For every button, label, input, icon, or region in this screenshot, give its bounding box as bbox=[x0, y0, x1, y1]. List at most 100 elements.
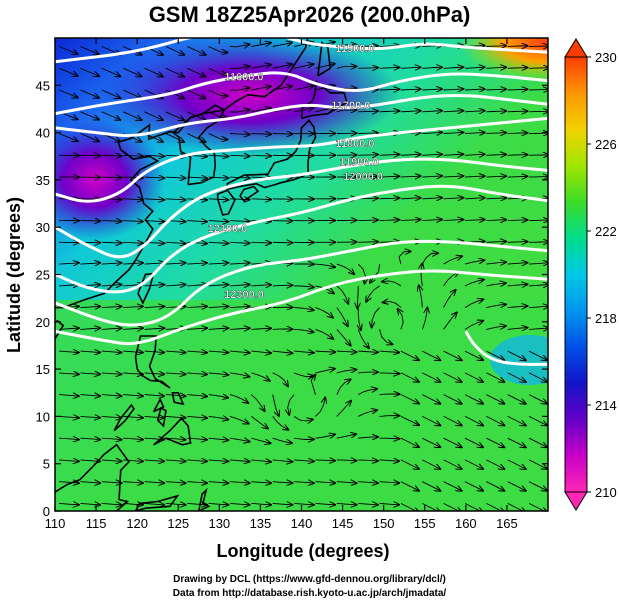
y-axis-label: Latitude (degrees) bbox=[4, 197, 24, 353]
wind-arrow bbox=[101, 373, 122, 374]
wind-arrow bbox=[464, 220, 485, 221]
wind-arrow bbox=[144, 438, 165, 439]
wind-arrow bbox=[165, 351, 186, 352]
y-tick-label: 10 bbox=[36, 409, 50, 424]
y-tick-label: 0 bbox=[43, 504, 50, 519]
wind-arrow bbox=[165, 373, 186, 374]
wind-arrow bbox=[187, 89, 205, 99]
contour-label: 11700.0 bbox=[331, 100, 370, 112]
height-contour bbox=[55, 269, 548, 346]
wind-arrow bbox=[379, 416, 400, 417]
wind-arrow bbox=[379, 460, 400, 461]
wind-arrow bbox=[272, 285, 293, 286]
wind-arrow bbox=[123, 395, 143, 397]
wind-arrow bbox=[379, 154, 400, 155]
wind-arrow bbox=[59, 395, 79, 397]
wind-arrow bbox=[464, 89, 485, 90]
wind-arrow bbox=[422, 132, 442, 133]
wind-arrow bbox=[507, 242, 528, 243]
wind-arrow bbox=[422, 67, 442, 68]
wind-arrow bbox=[486, 176, 506, 177]
wind-arrow bbox=[464, 260, 484, 265]
wind-arrow bbox=[443, 111, 464, 112]
wind-arrow bbox=[379, 67, 400, 68]
x-tick-label: 155 bbox=[414, 516, 436, 531]
wind-arrow bbox=[80, 460, 101, 461]
wind-arrow bbox=[507, 46, 528, 47]
wind-arrow bbox=[294, 460, 314, 461]
wind-arrow bbox=[315, 434, 335, 438]
wind-arrow bbox=[315, 307, 334, 318]
wind-arrow bbox=[101, 482, 122, 483]
wind-arrow bbox=[464, 154, 485, 155]
wind-arrow bbox=[165, 438, 186, 439]
wind-arrow bbox=[123, 67, 141, 76]
wind-arrow bbox=[464, 176, 485, 177]
wind-arrow bbox=[486, 437, 504, 447]
y-tick-label: 40 bbox=[36, 126, 50, 141]
wind-arrow bbox=[251, 503, 271, 504]
x-tick-label: 135 bbox=[250, 516, 272, 531]
wind-arrow bbox=[529, 68, 548, 69]
wind-arrow bbox=[486, 241, 506, 242]
wind-arrow bbox=[315, 369, 335, 374]
wind-arrow bbox=[229, 221, 250, 222]
wind-arrow bbox=[101, 221, 122, 222]
wind-arrow bbox=[529, 46, 548, 47]
wind-arrow bbox=[165, 285, 186, 286]
wind-arrow bbox=[464, 111, 485, 112]
wind-arrow bbox=[58, 89, 78, 98]
height-contour bbox=[464, 330, 548, 366]
wind-arrow bbox=[208, 460, 229, 462]
wind-arrow bbox=[464, 372, 483, 382]
wind-arrow bbox=[165, 242, 186, 243]
wind-arrow bbox=[486, 46, 506, 47]
wind-arrow bbox=[358, 503, 378, 504]
wind-arrow bbox=[528, 394, 547, 404]
height-contour bbox=[55, 157, 548, 259]
wind-arrow bbox=[422, 437, 440, 447]
wind-arrow bbox=[165, 416, 186, 417]
wind-arrow bbox=[529, 285, 548, 286]
wind-arrow bbox=[123, 482, 143, 483]
wind-arrow bbox=[370, 264, 381, 283]
wind-arrow bbox=[80, 46, 100, 55]
wind-arrow bbox=[443, 502, 462, 511]
wind-arrow bbox=[422, 459, 440, 469]
wind-arrow bbox=[529, 155, 548, 156]
wind-arrow bbox=[187, 503, 207, 504]
colorbar-tick-label: 210 bbox=[595, 485, 617, 500]
wind-arrow bbox=[464, 481, 483, 491]
wind-arrow bbox=[123, 263, 143, 264]
wind-arrow bbox=[208, 67, 228, 74]
wind-arrow bbox=[144, 306, 165, 307]
wind-arrow bbox=[315, 64, 335, 69]
wind-arrow bbox=[208, 177, 229, 178]
wind-arrow bbox=[251, 242, 271, 243]
wind-arrow bbox=[165, 133, 184, 143]
wind-arrow bbox=[251, 108, 270, 113]
wind-arrow bbox=[464, 459, 483, 469]
wind-arrow bbox=[208, 416, 229, 419]
wind-arrow bbox=[358, 372, 378, 373]
wind-arrow bbox=[229, 155, 250, 156]
wind-arrow bbox=[187, 373, 207, 375]
wind-arrow bbox=[165, 111, 184, 120]
wind-arrow bbox=[422, 415, 440, 425]
wind-arrow bbox=[123, 89, 141, 98]
x-axis-label: Longitude (degrees) bbox=[216, 541, 389, 561]
wind-arrow bbox=[187, 482, 207, 483]
wind-arrow bbox=[422, 154, 442, 155]
x-tick-label: 140 bbox=[291, 516, 313, 531]
wind-arrow bbox=[422, 111, 442, 112]
wind-arrow bbox=[123, 351, 143, 352]
wind-arrow bbox=[486, 111, 506, 112]
wind-arrow bbox=[336, 110, 357, 112]
wind-arrow bbox=[101, 242, 122, 243]
wind-arrow bbox=[187, 111, 205, 120]
wind-arrow bbox=[358, 460, 378, 461]
wind-arrow bbox=[443, 154, 464, 155]
wind-arrow bbox=[419, 285, 423, 308]
coastline-china-coast bbox=[55, 38, 309, 309]
wind-arrow bbox=[272, 43, 292, 47]
